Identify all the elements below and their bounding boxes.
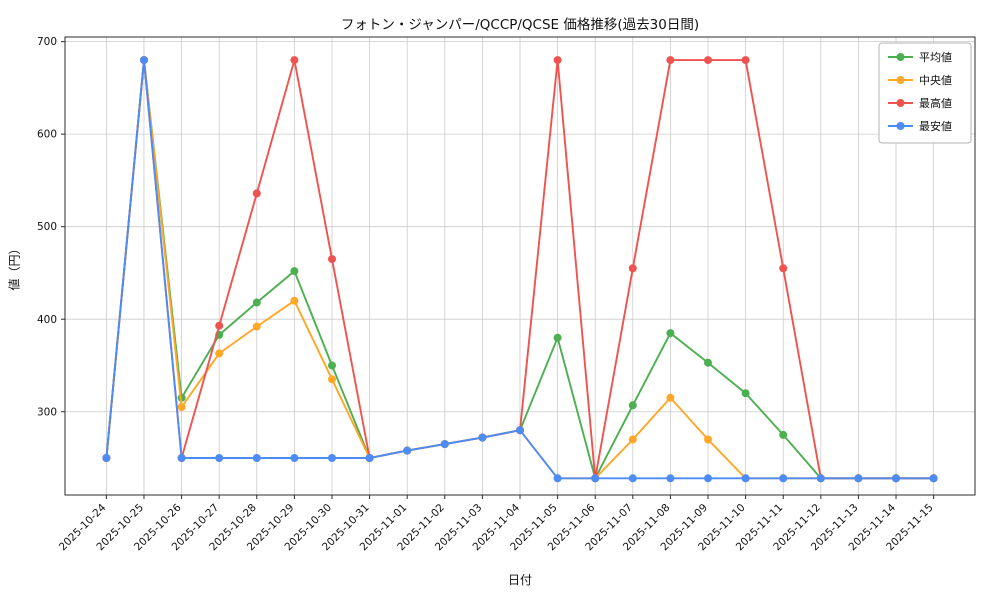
legend-item: 平均値 bbox=[888, 51, 952, 64]
data-point bbox=[328, 454, 336, 462]
legend-label: 最高値 bbox=[919, 96, 952, 110]
y-tick-label: 500 bbox=[37, 221, 57, 233]
legend-box bbox=[878, 42, 972, 144]
series-3 bbox=[102, 56, 938, 483]
data-point bbox=[365, 454, 374, 462]
data-point bbox=[704, 474, 712, 483]
data-point bbox=[929, 474, 938, 483]
legend-label: 中央値 bbox=[919, 74, 952, 87]
data-point bbox=[290, 454, 299, 462]
data-point bbox=[290, 296, 299, 305]
data-point bbox=[553, 333, 562, 342]
data-point bbox=[704, 358, 712, 367]
data-point bbox=[215, 349, 224, 358]
data-point bbox=[666, 56, 675, 65]
data-point bbox=[440, 440, 449, 449]
data-point bbox=[252, 298, 261, 307]
data-point bbox=[666, 329, 675, 338]
data-point bbox=[741, 56, 750, 65]
data-point bbox=[252, 454, 261, 462]
data-point bbox=[628, 435, 637, 444]
data-point bbox=[140, 56, 148, 65]
legend-item: 最高値 bbox=[888, 96, 952, 110]
data-point bbox=[779, 264, 788, 273]
data-point bbox=[741, 389, 750, 398]
data-point bbox=[666, 474, 675, 483]
legend-item: 中央値 bbox=[888, 74, 952, 87]
data-point bbox=[252, 322, 261, 331]
chart-title: フォトン・ジャンパー/QCCP/QCSE 価格推移(過去30日間) bbox=[340, 17, 700, 33]
data-point bbox=[628, 264, 637, 273]
y-tick-label: 400 bbox=[37, 314, 57, 326]
data-point bbox=[816, 474, 825, 483]
data-point bbox=[628, 401, 637, 410]
data-point bbox=[215, 321, 224, 330]
data-point bbox=[290, 56, 299, 65]
x-axis-label: 日付 bbox=[507, 573, 532, 587]
data-point bbox=[704, 435, 712, 444]
axes: 3004005006007002025-10-242025-10-252025-… bbox=[37, 36, 976, 553]
data-point bbox=[516, 426, 524, 435]
legend-marker-icon bbox=[896, 122, 905, 130]
data-point bbox=[628, 474, 637, 483]
data-point bbox=[591, 474, 600, 483]
data-point bbox=[553, 474, 562, 483]
data-point bbox=[553, 56, 562, 65]
data-point bbox=[854, 474, 863, 483]
data-point bbox=[779, 430, 788, 439]
legend-item: 最安値 bbox=[888, 119, 952, 133]
data-point bbox=[478, 433, 487, 442]
data-point bbox=[177, 454, 186, 462]
data-point bbox=[102, 454, 111, 462]
data-point bbox=[328, 361, 336, 370]
y-tick-label: 600 bbox=[37, 129, 57, 141]
data-point bbox=[252, 189, 261, 198]
legend-marker-icon bbox=[896, 76, 905, 84]
data-point bbox=[704, 56, 712, 65]
data-point bbox=[328, 375, 336, 384]
data-point bbox=[403, 446, 412, 455]
data-point bbox=[290, 267, 299, 276]
legend-marker-icon bbox=[896, 53, 905, 61]
legend-marker-icon bbox=[896, 99, 905, 107]
data-point bbox=[779, 474, 788, 483]
legend-label: 最安値 bbox=[919, 119, 952, 133]
y-tick-label: 300 bbox=[37, 406, 57, 418]
data-point bbox=[177, 403, 186, 412]
data-point bbox=[892, 474, 900, 483]
data-point bbox=[741, 474, 750, 483]
y-tick-label: 700 bbox=[37, 36, 57, 48]
legend-label: 平均値 bbox=[919, 51, 952, 64]
data-point bbox=[215, 454, 224, 462]
data-point bbox=[328, 255, 336, 264]
data-point bbox=[666, 393, 675, 402]
